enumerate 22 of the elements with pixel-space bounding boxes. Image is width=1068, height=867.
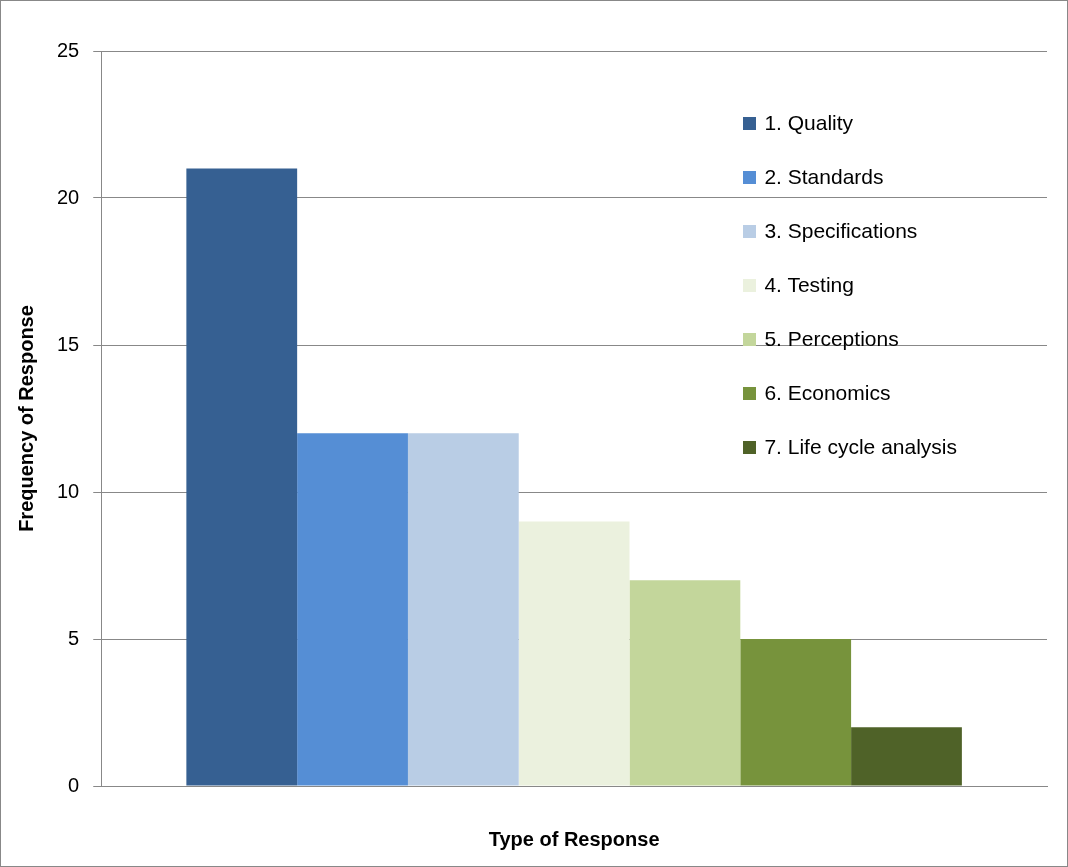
legend-label: 2. Standards: [764, 165, 884, 189]
y-tick-label: 0: [68, 773, 80, 796]
y-tick-label: 15: [57, 332, 80, 355]
y-tick-label: 25: [57, 38, 80, 61]
legend-label: 7. Life cycle analysis: [764, 435, 957, 459]
bar: [297, 433, 408, 786]
bar: [851, 727, 962, 786]
bar: [629, 580, 741, 786]
y-tick-label: 20: [57, 185, 80, 208]
legend-label: 4. Testing: [764, 273, 854, 297]
legend-label: 5. Perceptions: [764, 327, 899, 351]
bar: [407, 433, 519, 786]
y-axis-title: Frequency of Response: [14, 305, 37, 532]
bar: [740, 639, 852, 786]
legend-label: 3. Specifications: [764, 219, 918, 243]
y-tick-label: 10: [57, 479, 80, 502]
bar: [518, 521, 630, 786]
legend-label: 1. Quality: [764, 111, 854, 135]
legend-label: 6. Economics: [764, 381, 891, 405]
y-tick-label: 5: [68, 626, 80, 649]
bar: [186, 168, 298, 786]
x-axis-title: Type of Response: [488, 827, 660, 850]
